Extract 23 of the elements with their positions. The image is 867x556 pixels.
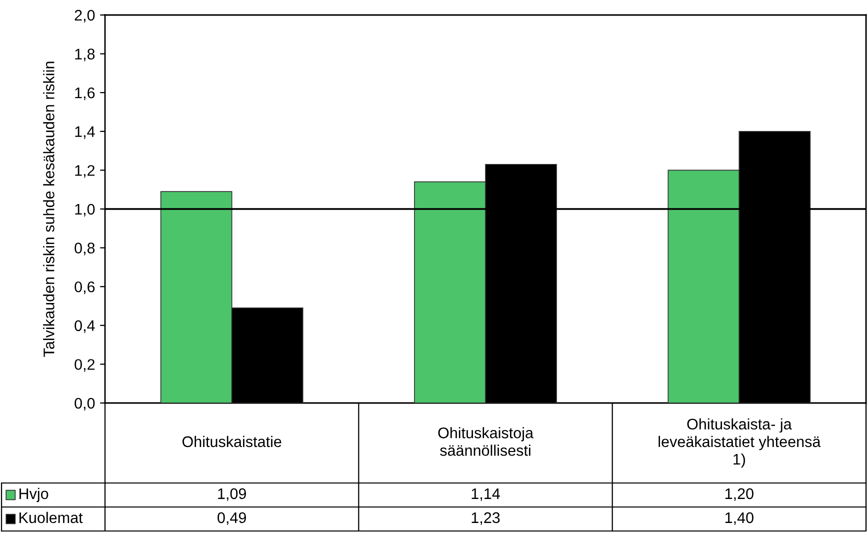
data-label: 0,49 xyxy=(218,512,246,525)
y-tick-label: 0,4 xyxy=(74,320,95,333)
legend-label: Kuolemat xyxy=(20,512,83,524)
y-tick-label: 1,2 xyxy=(75,165,95,178)
y-axis-title: Talvikauden riskin suhde kesäkauden riskiin xyxy=(43,62,54,357)
data-label: 1,14 xyxy=(472,488,500,501)
y-tick-label: 1,6 xyxy=(75,87,95,100)
x-tick-label: Ohituskaistatie xyxy=(182,436,282,448)
x-tick-label: Ohituskaista- ja leveäkaistatiet yhteensä 1) xyxy=(658,418,821,468)
y-tick-label: 1,8 xyxy=(75,48,95,62)
data-label: 1,23 xyxy=(472,512,500,525)
x-tick-label: Ohituskaistoja säännöllisesti xyxy=(438,427,534,456)
data-label: 1,09 xyxy=(218,488,246,501)
data-label: 1,40 xyxy=(725,512,754,525)
y-tick-label: 0,2 xyxy=(74,359,95,372)
data-label: 1,20 xyxy=(725,488,754,501)
y-tick-label: 0,6 xyxy=(74,281,95,294)
y-tick-label: 2,0 xyxy=(74,10,95,22)
y-tick-label: 1,0 xyxy=(75,204,95,216)
legend-label: Hvjo xyxy=(20,488,48,502)
y-tick-label: 0,0 xyxy=(74,398,95,410)
y-tick-label: 0,8 xyxy=(74,242,95,256)
y-tick-label: 1,4 xyxy=(75,126,95,139)
